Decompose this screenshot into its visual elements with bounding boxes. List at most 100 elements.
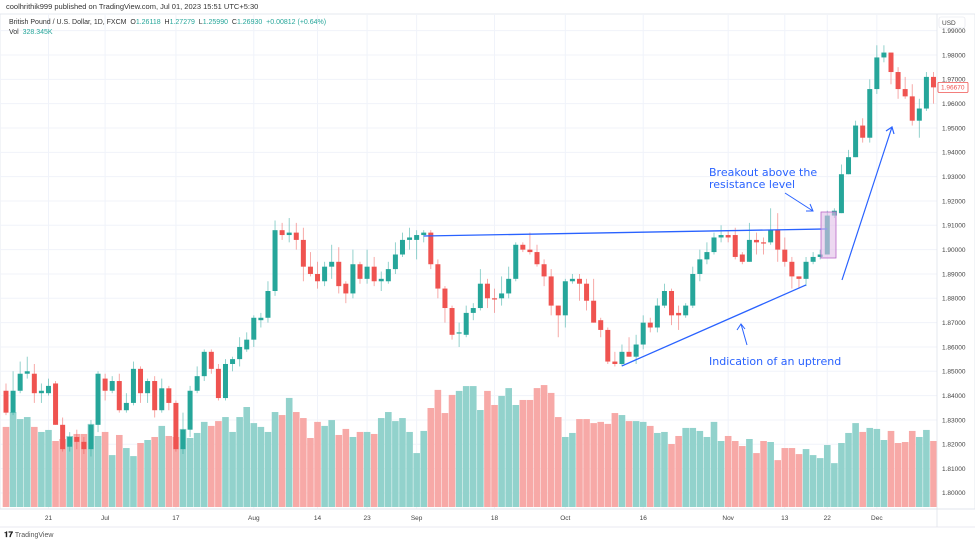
candle-body — [704, 252, 710, 260]
candle-body — [902, 89, 908, 97]
time-tick-label: 14 — [314, 515, 322, 522]
candle-body — [74, 436, 80, 442]
volume-bar — [923, 429, 930, 507]
candle — [53, 381, 59, 425]
candle-body — [817, 254, 823, 257]
volume-bar — [477, 410, 484, 507]
candle — [222, 359, 228, 401]
tradingview-logo[interactable]: 𝟏𝟕 TradingView — [4, 530, 53, 540]
symbol-name[interactable]: British Pound / U.S. Dollar, 1D, FXCM — [9, 19, 127, 26]
currency-box[interactable] — [938, 16, 966, 29]
volume-bar — [767, 442, 774, 507]
volume-bar — [264, 431, 272, 507]
candle-body — [527, 249, 533, 253]
candle-body — [67, 436, 73, 447]
candle — [761, 237, 767, 255]
uptrend-annotation: Indication of an uptrend — [709, 355, 841, 368]
candle — [421, 230, 427, 243]
volume-bar — [675, 435, 682, 507]
candle — [853, 120, 859, 158]
candle — [336, 247, 342, 294]
candle — [364, 249, 370, 284]
candle — [187, 385, 193, 437]
volume-bar — [831, 463, 838, 507]
candle-body — [867, 89, 873, 138]
candle-body — [626, 351, 632, 357]
time-tick-label: 17 — [172, 515, 180, 522]
candle-body — [116, 381, 122, 411]
candle — [888, 52, 894, 85]
volume-bar — [484, 390, 491, 507]
candle — [208, 349, 214, 374]
candle — [244, 332, 250, 352]
volume-bar — [370, 433, 378, 507]
volume-bar — [448, 394, 456, 507]
candle — [676, 305, 682, 330]
candle — [527, 232, 533, 255]
candle — [690, 266, 696, 309]
candle-body — [633, 344, 639, 357]
candle-body — [534, 252, 540, 265]
price-tick-label: 1.98000 — [942, 52, 966, 59]
candle — [95, 371, 101, 433]
volume-bar — [562, 436, 569, 507]
last-price-label: 1.96670 — [941, 85, 965, 92]
volume-bar — [760, 441, 767, 507]
candle-body — [520, 244, 526, 250]
volume-bar — [873, 428, 881, 507]
volume-bar — [533, 388, 541, 507]
volume-label[interactable]: Vol — [9, 29, 19, 36]
candle — [159, 378, 165, 413]
candle — [378, 271, 384, 292]
volume-bar — [569, 432, 576, 507]
candle — [407, 227, 413, 250]
uptrend-line[interactable] — [621, 284, 807, 367]
candle — [718, 225, 724, 243]
time-axis[interactable]: 21 Jul 17 Aug 14 23 Sep 18 Oct 16 Nov 13 22 Dec — [0, 508, 975, 528]
candle — [272, 220, 278, 296]
candle — [265, 281, 271, 323]
candle-body — [17, 373, 23, 391]
candle-body — [38, 390, 44, 394]
volume-bar — [87, 423, 95, 507]
candle-body — [739, 254, 745, 262]
volume-bar — [385, 412, 392, 507]
candle-body — [442, 288, 448, 309]
candle — [520, 242, 526, 253]
candle — [38, 383, 44, 403]
volume-bar — [31, 426, 38, 507]
candle — [45, 378, 51, 396]
candle-body — [95, 373, 101, 425]
candle-body — [612, 361, 618, 364]
volume-bar — [519, 399, 527, 507]
low-value: 1.25990 — [202, 19, 228, 26]
grid — [0, 13, 975, 510]
candle-body — [782, 249, 788, 262]
candle-body — [201, 351, 207, 377]
volume-bar — [696, 430, 704, 507]
breakout-arrow-icon — [784, 192, 814, 212]
candle-body — [428, 232, 434, 265]
candle — [315, 261, 321, 289]
candle-body — [895, 72, 901, 90]
candle-body — [230, 359, 236, 364]
breakout-highlight-box[interactable] — [820, 211, 837, 259]
volume-bar — [866, 427, 874, 507]
ohlc-row: British Pound / U.S. Dollar, 1D, FXCM O1… — [9, 18, 326, 28]
candle — [456, 322, 462, 347]
volume-bar — [307, 437, 314, 507]
candle-body — [60, 424, 66, 450]
candle — [300, 227, 306, 282]
volume-bar — [816, 458, 824, 507]
price-tick-label: 1.83000 — [942, 417, 966, 424]
candle — [329, 244, 335, 279]
price-axis[interactable]: 1.80000 1.81000 1.82000 1.83000 1.84000 1.850… — [936, 14, 969, 527]
resistance-line[interactable] — [423, 228, 828, 237]
candle — [654, 298, 660, 333]
candle — [293, 222, 299, 250]
price-tick-label: 1.93000 — [942, 174, 966, 181]
candle — [307, 252, 313, 277]
candle-body — [88, 424, 94, 450]
